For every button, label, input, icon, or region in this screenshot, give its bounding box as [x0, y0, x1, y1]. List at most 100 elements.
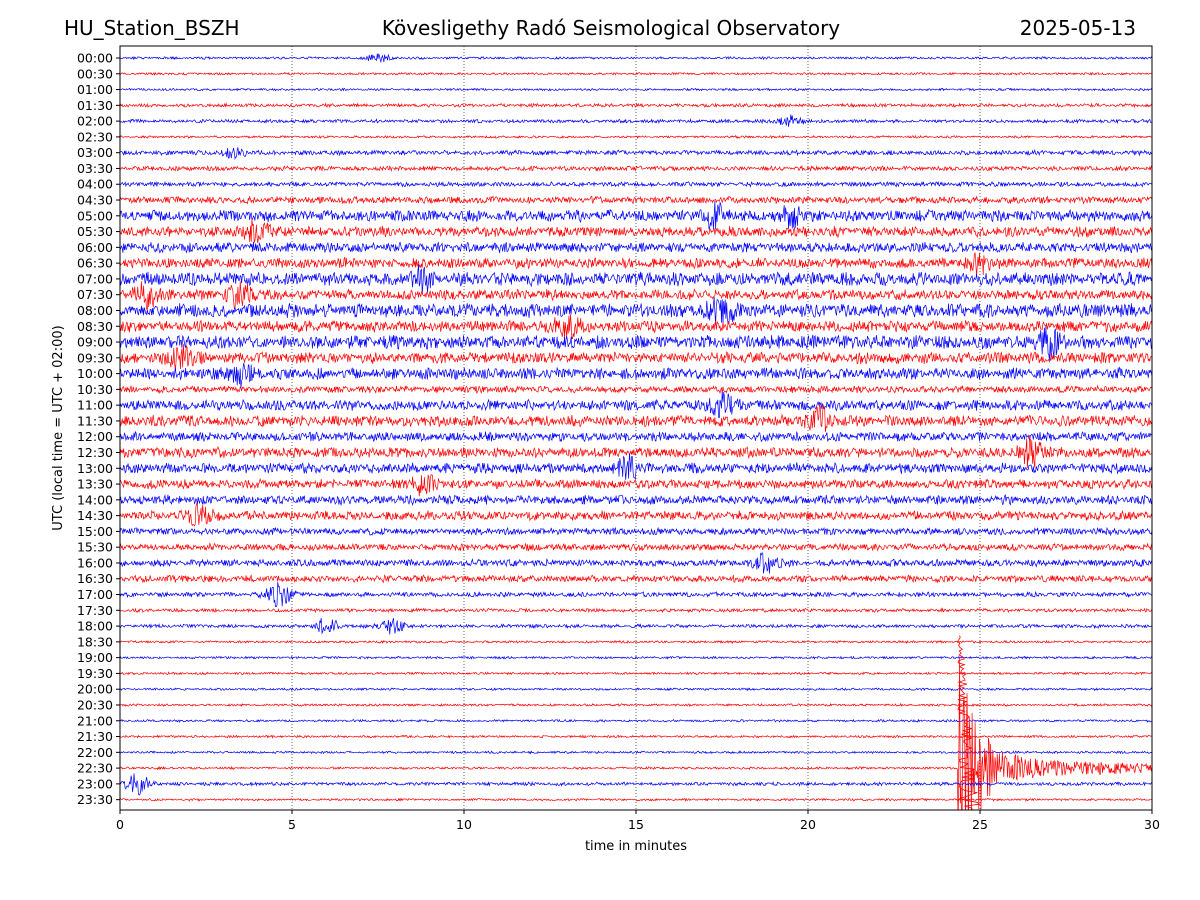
y-tick-label-20:00: 20:00	[77, 682, 113, 697]
y-tick-label-22:00: 22:00	[77, 745, 113, 760]
trace-row-17:00	[120, 582, 1152, 607]
date-title: 2025-05-13	[1020, 16, 1136, 40]
y-tick-label-13:30: 13:30	[77, 477, 113, 492]
trace-row-08:00	[120, 296, 1152, 326]
trace-row-17:30	[120, 607, 1152, 614]
trace-row-12:00	[120, 430, 1152, 443]
y-tick-label-22:30: 22:30	[77, 761, 113, 776]
x-axis-ticks: 0 5 10 15 20 25 30	[116, 810, 1160, 832]
y-tick-label-08:00: 08:00	[77, 303, 113, 318]
y-tick-label-17:30: 17:30	[77, 603, 113, 618]
y-tick-label-01:30: 01:30	[77, 98, 113, 113]
y-tick-label-00:30: 00:30	[77, 66, 113, 81]
trace-row-15:30	[120, 542, 1152, 552]
trace-row-07:30	[120, 281, 1152, 311]
x-tick-label-20: 20	[800, 817, 816, 832]
y-tick-label-15:00: 15:00	[77, 524, 113, 539]
y-tick-label-20:30: 20:30	[77, 697, 113, 712]
x-axis-label: time in minutes	[585, 839, 687, 854]
trace-row-13:30	[120, 474, 1152, 497]
earthquake-onset-trace	[957, 635, 981, 810]
trace-row-02:30	[120, 134, 1152, 140]
trace-row-06:30	[120, 252, 1152, 277]
trace-row-05:00	[120, 200, 1152, 230]
trace-row-09:00	[120, 326, 1152, 361]
station-title: HU_Station_BSZH	[64, 16, 240, 40]
trace-row-11:00	[120, 391, 1152, 419]
y-tick-label-10:00: 10:00	[77, 366, 113, 381]
trace-row-05:30	[120, 218, 1152, 244]
y-tick-label-01:00: 01:00	[77, 82, 113, 97]
trace-row-04:30	[120, 195, 1152, 205]
y-tick-label-09:30: 09:30	[77, 350, 113, 365]
trace-row-16:00	[120, 552, 1152, 574]
y-tick-label-17:00: 17:00	[77, 587, 113, 602]
y-tick-label-07:00: 07:00	[77, 271, 113, 286]
trace-row-08:30	[120, 314, 1152, 340]
trace-row-06:00	[120, 241, 1152, 254]
trace-row-16:30	[120, 574, 1152, 584]
trace-row-02:00	[120, 114, 1152, 127]
trace-row-10:00	[120, 362, 1152, 389]
trace-row-23:00	[120, 773, 1152, 796]
trace-row-00:30	[120, 71, 1152, 77]
y-tick-label-11:30: 11:30	[77, 413, 113, 428]
y-tick-label-06:30: 06:30	[77, 256, 113, 271]
y-tick-label-07:30: 07:30	[77, 287, 113, 302]
trace-row-03:30	[120, 164, 1152, 172]
y-tick-label-11:00: 11:00	[77, 398, 113, 413]
x-tick-label-25: 25	[972, 817, 988, 832]
y-tick-label-14:00: 14:00	[77, 492, 113, 507]
y-tick-label-08:30: 08:30	[77, 319, 113, 334]
y-tick-label-05:30: 05:30	[77, 224, 113, 239]
trace-row-22:30	[120, 658, 1152, 810]
trace-row-01:30	[120, 102, 1152, 109]
trace-row-10:30	[120, 384, 1152, 395]
trace-row-04:00	[120, 180, 1152, 188]
y-tick-label-14:30: 14:30	[77, 508, 113, 523]
trace-row-21:30	[120, 734, 1152, 739]
x-tick-label-10: 10	[456, 817, 472, 832]
y-tick-label-23:30: 23:30	[77, 792, 113, 807]
trace-row-11:30	[120, 403, 1152, 432]
seismic-traces	[120, 53, 1152, 810]
trace-row-09:30	[120, 344, 1152, 372]
y-tick-label-02:00: 02:00	[77, 114, 113, 129]
trace-row-18:00	[120, 618, 1152, 635]
y-tick-label-21:30: 21:30	[77, 729, 113, 744]
y-axis-label: UTC (local time = UTC + 02:00)	[51, 325, 66, 530]
trace-row-23:30	[120, 797, 1152, 802]
y-tick-label-09:00: 09:00	[77, 335, 113, 350]
x-tick-label-30: 30	[1144, 817, 1160, 832]
y-tick-label-12:00: 12:00	[77, 429, 113, 444]
trace-row-01:00	[120, 87, 1152, 92]
y-tick-label-06:00: 06:00	[77, 240, 113, 255]
y-tick-label-03:30: 03:30	[77, 161, 113, 176]
y-tick-label-18:00: 18:00	[77, 619, 113, 634]
y-axis-ticks: 00:0000:3001:0001:3002:0002:3003:0003:30…	[77, 51, 120, 807]
trace-row-03:00	[120, 147, 1152, 160]
y-tick-label-19:00: 19:00	[77, 650, 113, 665]
trace-row-14:30	[120, 502, 1152, 527]
observatory-title: Kövesligethy Radó Seismological Observat…	[382, 16, 840, 40]
y-tick-label-16:00: 16:00	[77, 555, 113, 570]
trace-row-13:00	[120, 453, 1152, 480]
trace-row-14:00	[120, 494, 1152, 507]
trace-row-00:00	[120, 53, 1152, 64]
trace-row-19:30	[120, 671, 1152, 676]
y-tick-label-23:00: 23:00	[77, 776, 113, 791]
x-tick-label-15: 15	[628, 817, 644, 832]
y-tick-label-21:00: 21:00	[77, 713, 113, 728]
y-tick-label-13:00: 13:00	[77, 461, 113, 476]
y-tick-label-00:00: 00:00	[77, 51, 113, 66]
trace-row-20:30	[120, 702, 1152, 708]
y-tick-label-10:30: 10:30	[77, 382, 113, 397]
y-tick-label-04:00: 04:00	[77, 177, 113, 192]
y-tick-label-12:30: 12:30	[77, 445, 113, 460]
y-tick-label-18:30: 18:30	[77, 634, 113, 649]
x-gridlines	[291, 46, 981, 810]
trace-row-21:00	[120, 718, 1152, 723]
x-tick-label-0: 0	[116, 817, 124, 832]
y-tick-label-19:30: 19:30	[77, 666, 113, 681]
